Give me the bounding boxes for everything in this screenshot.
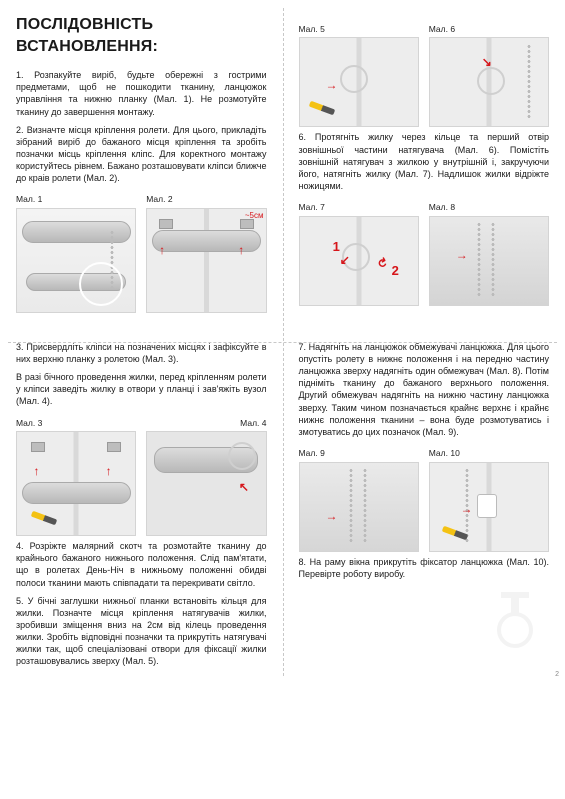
instruction-page: ПОСЛІДОВНІСТЬ ВСТАНОВЛЕННЯ: 1. Розпакуйт… — [0, 0, 565, 684]
figrow-7-8: Мал. 7 1 2 ↙ ↻ Мал. 8 → — [299, 202, 550, 305]
figure-1-image — [16, 208, 136, 313]
figure-4-label: Мал. 4 — [146, 418, 266, 429]
figure-10: Мал. 10 → — [429, 448, 549, 551]
figure-2: Мал. 2 ~5см ↑ ↑ — [146, 194, 266, 312]
figure-1: Мал. 1 — [16, 194, 136, 312]
watermark-icon — [483, 586, 547, 650]
figure-3-image: ↑ ↑ — [16, 431, 136, 536]
figure-7: Мал. 7 1 2 ↙ ↻ — [299, 202, 419, 305]
figure-3: Мал. 3 ↑ ↑ — [16, 418, 136, 536]
bottom-left-column: 3. Присвердліть кліпси на позначених міс… — [0, 327, 283, 684]
figure-6: Мал. 6 ↘ — [429, 24, 549, 127]
figure-7-label: Мал. 7 — [299, 202, 419, 213]
figure-6-image: ↘ — [429, 37, 549, 127]
step-2: 2. Визначте місця кріплення ролети. Для … — [16, 124, 267, 185]
step-5: 5. У бічні заглушки нижньої планки встан… — [16, 595, 267, 668]
figure-4-image: ↖ — [146, 431, 266, 536]
figure-8-image: → — [429, 216, 549, 306]
figure-6-label: Мал. 6 — [429, 24, 549, 35]
step-8: 8. На раму вікна прикрутіть фіксатор лан… — [299, 556, 550, 580]
figrow-5-6: Мал. 5 → Мал. 6 ↘ — [299, 24, 550, 127]
figure-10-image: → — [429, 462, 549, 552]
page-title: ПОСЛІДОВНІСТЬ ВСТАНОВЛЕННЯ: — [16, 14, 267, 57]
figure-5-label: Мал. 5 — [299, 24, 419, 35]
figure-5: Мал. 5 → — [299, 24, 419, 127]
figure-2-image: ~5см ↑ ↑ — [146, 208, 266, 313]
top-left-column: ПОСЛІДОВНІСТЬ ВСТАНОВЛЕННЯ: 1. Розпакуйт… — [0, 0, 283, 327]
figrow-9-10: Мал. 9 → Мал. 10 → — [299, 448, 550, 551]
figure-4: Мал. 4 ↖ — [146, 418, 266, 536]
figure-1-label: Мал. 1 — [16, 194, 136, 205]
step-3b: В разі бічного проведення жилки, перед к… — [16, 371, 267, 407]
step-6: 6. Протягніть жилку через кільце та перш… — [299, 131, 550, 192]
figure-10-label: Мал. 10 — [429, 448, 549, 459]
figrow-1-2: Мал. 1 Мал. 2 ~5см ↑ ↑ — [16, 194, 267, 312]
figure-2-label: Мал. 2 — [146, 194, 266, 205]
page-number: 2 — [555, 670, 559, 679]
figure-9-image: → — [299, 462, 419, 552]
red-number-2: 2 — [392, 262, 399, 280]
bottom-right-column: 7. Надягніть на ланцюжок обмежувачі ланц… — [283, 327, 565, 684]
figure-7-image: 1 2 ↙ ↻ — [299, 216, 419, 306]
top-right-column: Мал. 5 → Мал. 6 ↘ 6. Протягніть жилку ч — [283, 0, 565, 327]
step-1: 1. Розпакуйте виріб, будьте обережні з г… — [16, 69, 267, 118]
figure-8: Мал. 8 → — [429, 202, 549, 305]
step-4: 4. Розріжте малярний скотч та розмотайте… — [16, 540, 267, 589]
step-7: 7. Надягніть на ланцюжок обмежувачі ланц… — [299, 341, 550, 438]
figure-3-label: Мал. 3 — [16, 418, 136, 429]
figure-9: Мал. 9 → — [299, 448, 419, 551]
figure-5-image: → — [299, 37, 419, 127]
figure-9-label: Мал. 9 — [299, 448, 419, 459]
figure-8-label: Мал. 8 — [429, 202, 549, 213]
step-3: 3. Присвердліть кліпси на позначених міс… — [16, 341, 267, 365]
dim-5cm: ~5см — [245, 211, 264, 222]
figrow-3-4: Мал. 3 ↑ ↑ Мал. 4 ↖ — [16, 418, 267, 536]
